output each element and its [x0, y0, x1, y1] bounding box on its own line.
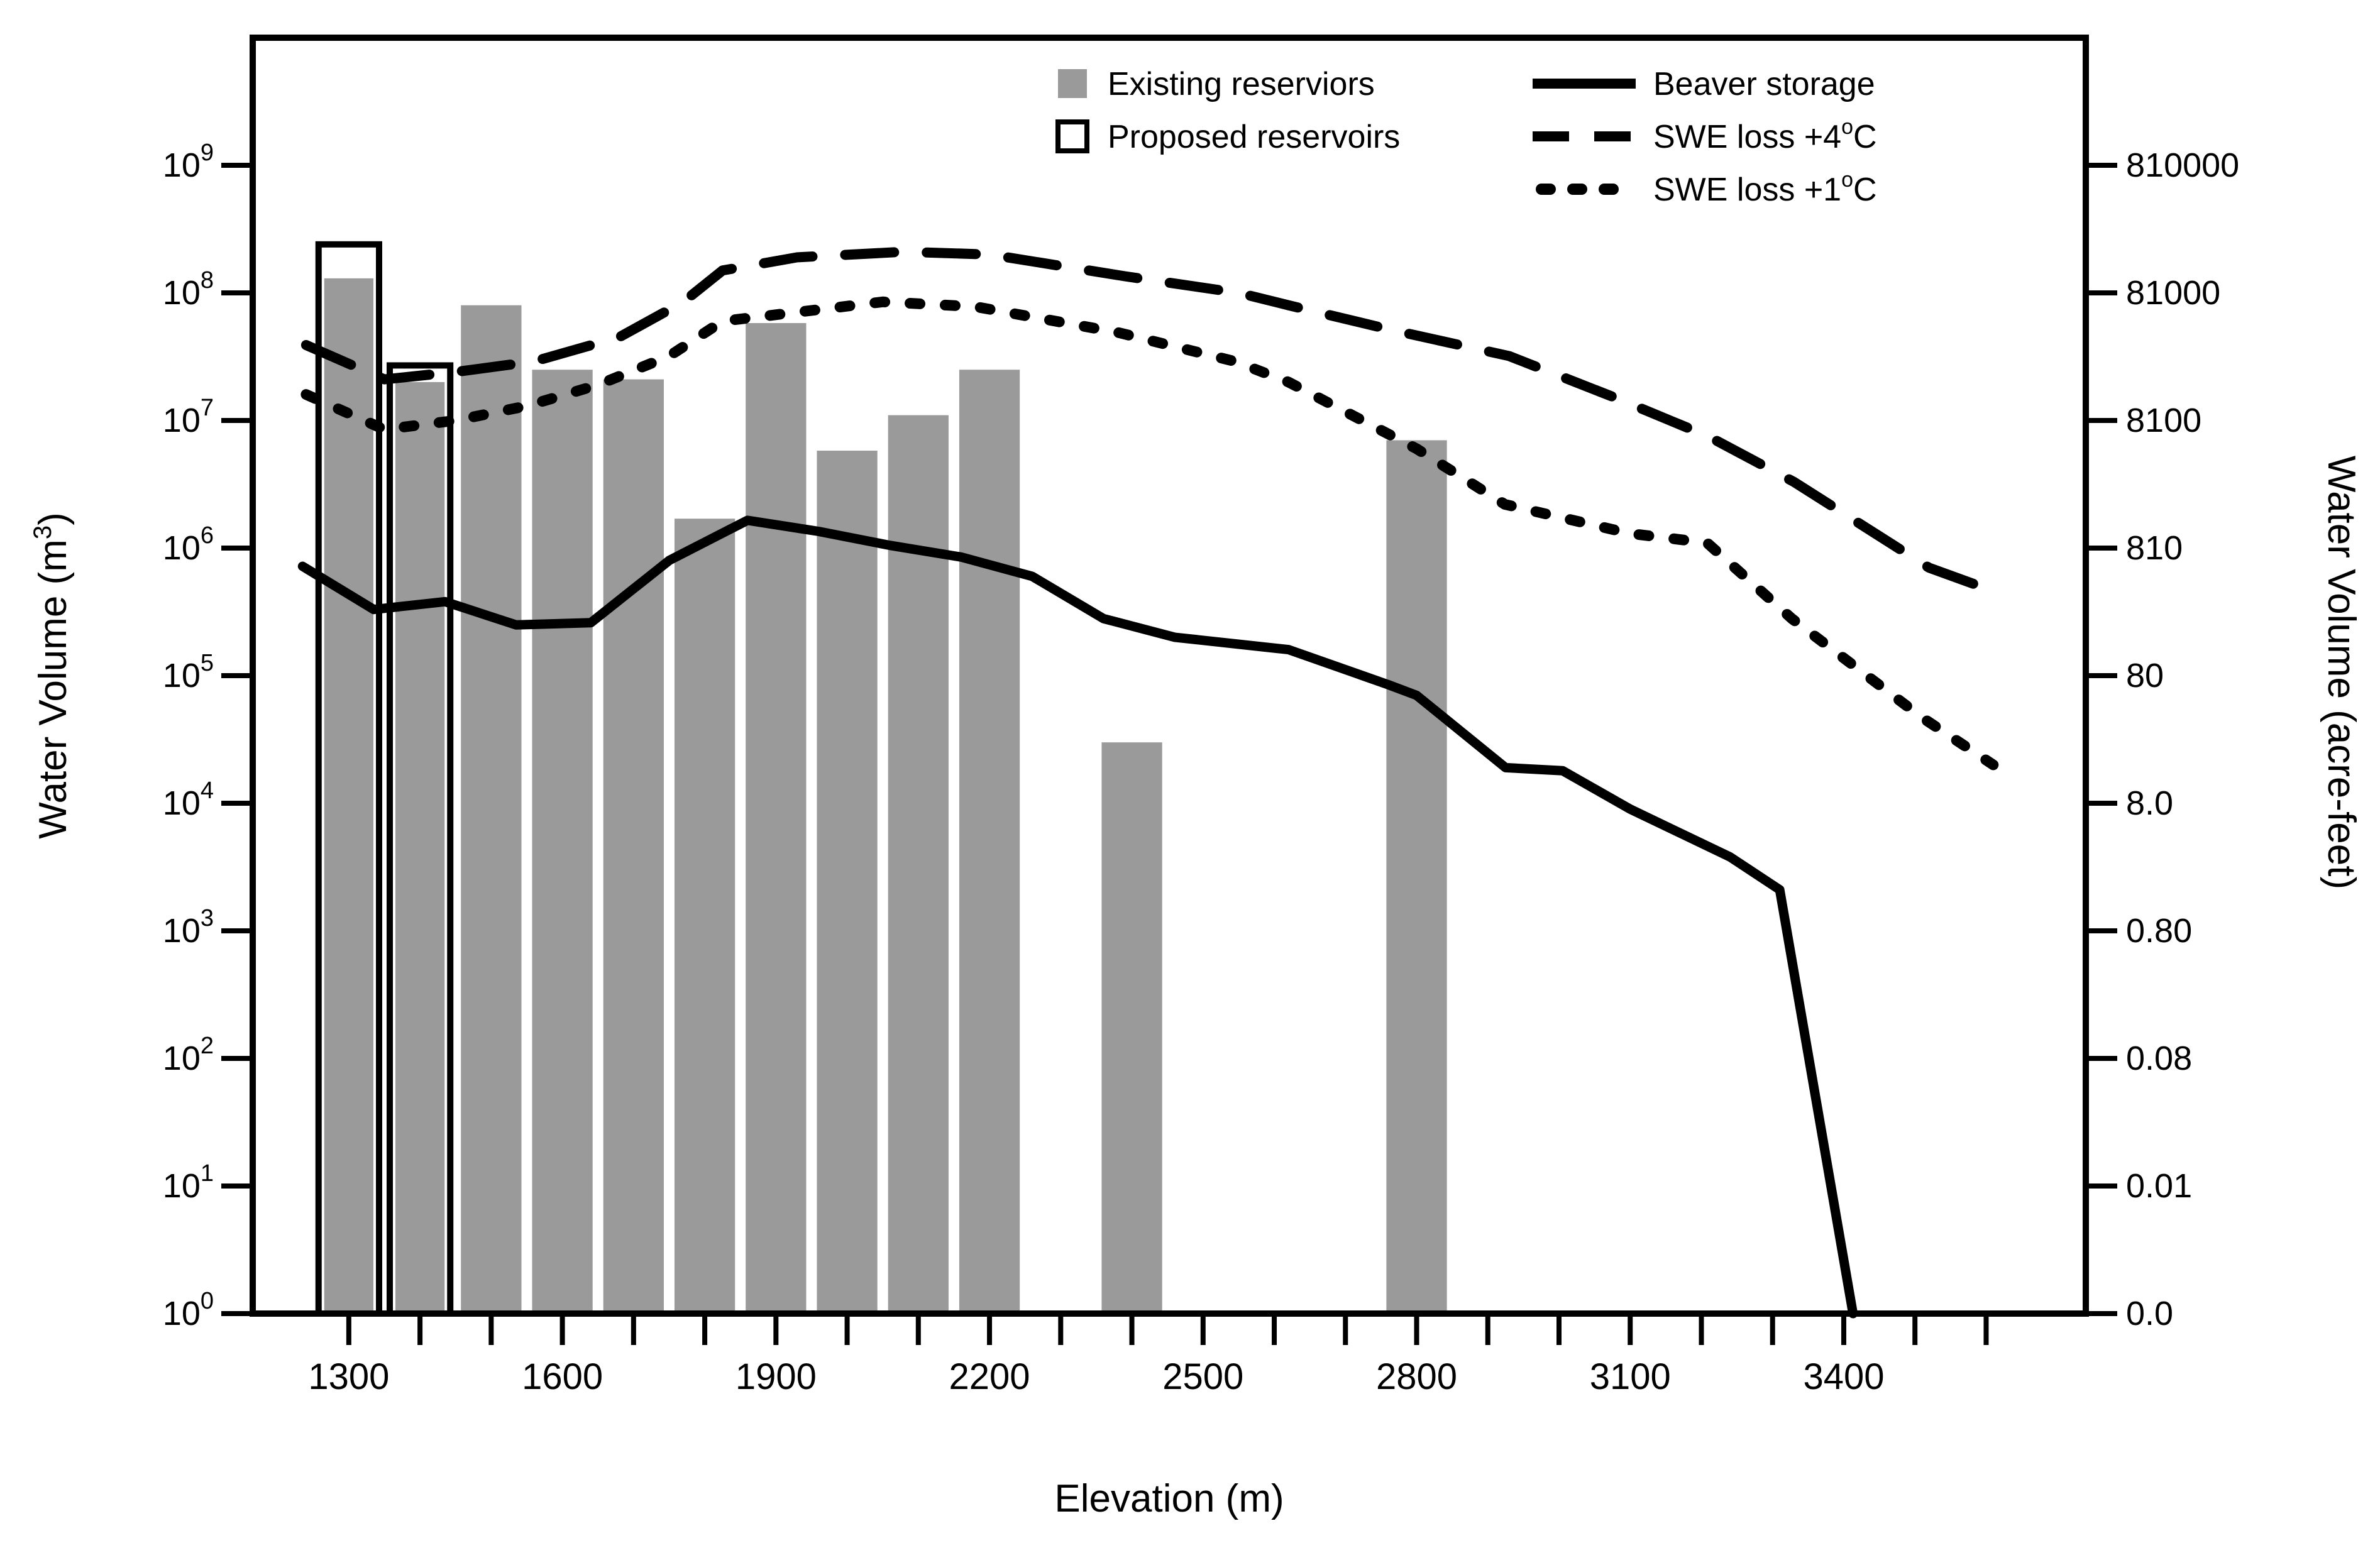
y-tick-label-left: 106 [163, 522, 214, 567]
y-tick-label-left: 108 [163, 267, 214, 312]
bar-existing [746, 323, 807, 1314]
series-layer [297, 246, 2006, 1319]
legend: Existing reserviors Proposed reservoirs … [1055, 66, 1877, 208]
y-left-title-text: Water Volume (m [31, 539, 75, 839]
plot-frame [250, 35, 2089, 1317]
y-tick-label-right: 80 [2126, 657, 2164, 695]
x-tick-label: 1900 [735, 1356, 817, 1397]
y-tick-label-left: 109 [163, 140, 214, 184]
bar-existing [461, 305, 522, 1314]
x-tick-label: 2200 [949, 1356, 1030, 1397]
y-tick-label-left: 102 [163, 1033, 214, 1077]
bar-existing [674, 519, 735, 1314]
x-tick-label: 3400 [1803, 1356, 1884, 1397]
legend-swatch-existing [1058, 69, 1087, 98]
x-tick-label: 1300 [308, 1356, 389, 1397]
y-tick-label-left: 105 [163, 650, 214, 695]
y-tick-label-right: 810 [2126, 529, 2183, 567]
y-tick-label-right: 810000 [2126, 146, 2239, 184]
y-tick-label-right: 0.80 [2126, 912, 2192, 950]
legend-label-existing: Existing reserviors [1108, 66, 1375, 102]
bar-existing [395, 382, 445, 1314]
y-axis-right: 810000 81000 8100 810 80 8.0 0.80 0.08 0.01 0.0 [2086, 146, 2239, 1332]
legend-swe4-superscript: o [1841, 115, 1853, 139]
y-tick-label-left: 107 [163, 395, 214, 439]
bar-existing [532, 370, 593, 1314]
bar-existing [324, 278, 374, 1314]
y-tick-label-right: 0.08 [2126, 1040, 2192, 1077]
legend-label-swe1: SWE loss +1oC [1653, 168, 1877, 208]
y-tick-label-right: 81000 [2126, 274, 2220, 312]
bar-existing [959, 370, 1020, 1314]
legend-swe4-text: SWE loss +4 [1653, 119, 1841, 155]
plot-border [250, 35, 2089, 1317]
legend-label-proposed: Proposed reservoirs [1108, 119, 1400, 155]
y-tick-label-left: 100 [163, 1288, 214, 1332]
y-tick-label-right: 8.0 [2126, 784, 2173, 822]
series-line-swe-loss-plus4c [300, 246, 2006, 599]
legend-label-swe4: SWE loss +4oC [1653, 115, 1877, 155]
y-axis-right-title: Water Volume (acre-feet) [2320, 456, 2363, 889]
bar-existing [817, 451, 878, 1314]
y-left-title-superscript: 3 [29, 525, 57, 539]
legend-swatch-proposed [1055, 119, 1089, 153]
legend-swe1-suffix: C [1853, 172, 1877, 208]
bars-layer [315, 241, 1447, 1317]
y-left-title-suffix: ) [31, 512, 75, 525]
bar-existing [1386, 440, 1447, 1314]
y-tick-label-right: 0.0 [2126, 1295, 2173, 1332]
x-tick-label: 1600 [522, 1356, 603, 1397]
y-axis-left: 100 101 102 103 104 105 106 107 108 109 [163, 140, 253, 1332]
bar-existing [888, 415, 949, 1314]
legend-swe1-text: SWE loss +1 [1653, 172, 1841, 208]
x-tick-label: 3100 [1590, 1356, 1671, 1397]
series-line-beaver-storage [297, 515, 1858, 1319]
x-tick-label: 2500 [1162, 1356, 1243, 1397]
legend-swe1-superscript: o [1841, 168, 1853, 192]
y-tick-label-right: 8100 [2126, 402, 2201, 439]
y-tick-label-left: 104 [163, 777, 214, 822]
series-line-swe-loss-plus1c [300, 296, 1999, 771]
x-axis-title: Elevation (m) [1054, 1477, 1284, 1520]
bar-existing [603, 379, 664, 1314]
legend-swe4-suffix: C [1853, 119, 1877, 155]
y-axis-left-title: Water Volume (m3) [29, 512, 75, 839]
x-tick-label: 2800 [1376, 1356, 1457, 1397]
x-axis: 1300 1600 1900 2200 2500 2800 3100 3400 [308, 1314, 1989, 1397]
y-tick-label-right: 0.01 [2126, 1167, 2192, 1205]
y-tick-label-left: 101 [163, 1160, 214, 1205]
legend-label-beaver: Beaver storage [1653, 66, 1875, 102]
y-tick-label-left: 103 [163, 905, 214, 950]
bar-existing [1101, 742, 1162, 1314]
